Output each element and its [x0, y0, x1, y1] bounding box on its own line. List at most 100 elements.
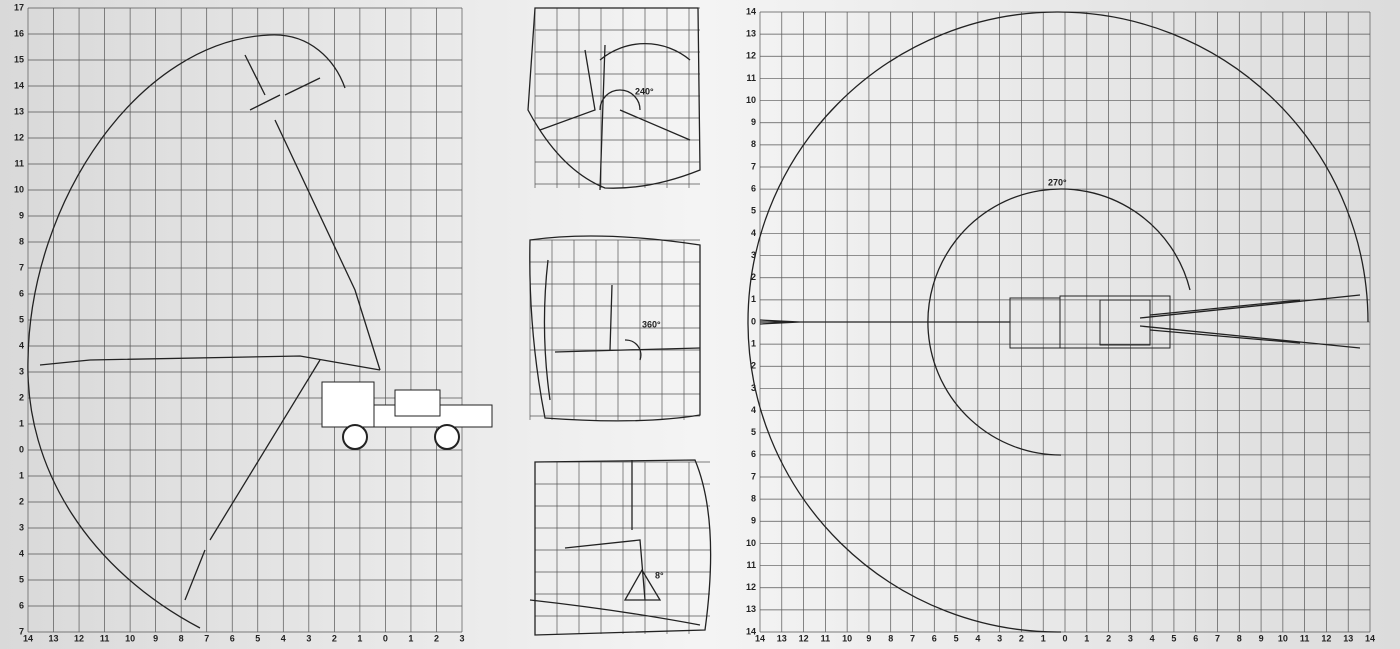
- y-label: 0: [751, 316, 756, 326]
- y-label: 7: [751, 471, 756, 481]
- x-label: 4: [975, 633, 980, 643]
- y-label: 2: [19, 496, 24, 506]
- y-label: 13: [746, 29, 756, 39]
- y-label: 9: [751, 516, 756, 526]
- y-label: 6: [19, 600, 24, 610]
- angle-label: 8°: [655, 570, 664, 580]
- y-label: 9: [19, 210, 24, 220]
- x-label: 8: [1237, 633, 1242, 643]
- y-label: 3: [19, 366, 24, 376]
- y-label: 8: [19, 236, 24, 246]
- insets: 240° 360° 8°: [528, 8, 711, 635]
- x-label: 1: [357, 633, 362, 643]
- y-label: 3: [19, 522, 24, 532]
- x-label: 4: [281, 633, 286, 643]
- x-label: 2: [434, 633, 439, 643]
- y-label: 1: [19, 470, 24, 480]
- x-label: 7: [910, 633, 915, 643]
- side-view-drawing: [28, 35, 492, 628]
- x-label: 13: [777, 633, 787, 643]
- y-label: 10: [14, 184, 24, 194]
- y-label: 12: [14, 132, 24, 142]
- y-label: 11: [14, 158, 24, 168]
- x-label: 2: [1106, 633, 1111, 643]
- y-label: 5: [19, 314, 24, 324]
- y-label: 6: [19, 288, 24, 298]
- y-label: 5: [751, 427, 756, 437]
- x-label: 3: [1128, 633, 1133, 643]
- page: 1716151413121110987654321012345671413121…: [0, 0, 1400, 644]
- x-label: 6: [1193, 633, 1198, 643]
- x-label: 10: [125, 633, 135, 643]
- y-label: 10: [746, 538, 756, 548]
- x-label: 1: [1041, 633, 1046, 643]
- y-label: 11: [746, 560, 756, 570]
- y-label: 13: [14, 106, 24, 116]
- x-label: 0: [383, 633, 388, 643]
- y-label: 6: [751, 449, 756, 459]
- x-label: 9: [1259, 633, 1264, 643]
- x-label: 11: [821, 633, 831, 643]
- x-label: 14: [1365, 633, 1375, 643]
- x-label: 7: [1215, 633, 1220, 643]
- x-label: 2: [1019, 633, 1024, 643]
- x-label: 7: [204, 633, 209, 643]
- x-label: 13: [1343, 633, 1353, 643]
- x-label: 3: [459, 633, 464, 643]
- x-label: 10: [1278, 633, 1288, 643]
- y-label: 1: [19, 418, 24, 428]
- y-label: 6: [751, 184, 756, 194]
- y-label: 17: [14, 2, 24, 12]
- x-label: 13: [49, 633, 59, 643]
- y-label: 4: [751, 405, 756, 415]
- angle-label: 270°: [1048, 177, 1067, 187]
- diagram: 1716151413121110987654321012345671413121…: [0, 0, 1400, 644]
- y-label: 0: [19, 444, 24, 454]
- x-label: 4: [1150, 633, 1155, 643]
- x-label: 12: [799, 633, 809, 643]
- x-label: 3: [997, 633, 1002, 643]
- y-label: 14: [14, 80, 24, 90]
- y-label: 1: [751, 339, 756, 349]
- x-label: 10: [842, 633, 852, 643]
- x-label: 5: [255, 633, 260, 643]
- x-label: 11: [1300, 633, 1310, 643]
- y-label: 10: [746, 95, 756, 105]
- angle-label: 240°: [635, 86, 654, 96]
- x-label: 5: [1171, 633, 1176, 643]
- angle-label: 360°: [642, 319, 661, 329]
- y-label: 9: [751, 117, 756, 127]
- y-label: 4: [19, 548, 24, 558]
- y-label: 12: [746, 51, 756, 61]
- x-label: 1: [1084, 633, 1089, 643]
- y-label: 11: [746, 73, 756, 83]
- y-label: 15: [14, 54, 24, 64]
- x-label: 5: [954, 633, 959, 643]
- x-label: 14: [23, 633, 33, 643]
- x-label: 6: [932, 633, 937, 643]
- x-label: 1: [408, 633, 413, 643]
- x-label: 9: [866, 633, 871, 643]
- x-label: 6: [230, 633, 235, 643]
- x-label: 9: [153, 633, 158, 643]
- y-label: 1: [751, 294, 756, 304]
- y-label: 12: [746, 582, 756, 592]
- y-label: 13: [746, 604, 756, 614]
- y-label: 5: [751, 206, 756, 216]
- x-label: 0: [1062, 633, 1067, 643]
- y-label: 7: [751, 161, 756, 171]
- y-label: 4: [751, 228, 756, 238]
- x-label: 2: [332, 633, 337, 643]
- y-label: 16: [14, 28, 24, 38]
- y-label: 14: [746, 6, 756, 16]
- y-label: 8: [751, 494, 756, 504]
- x-label: 8: [179, 633, 184, 643]
- y-label: 2: [19, 392, 24, 402]
- x-label: 12: [74, 633, 84, 643]
- x-label: 11: [100, 633, 110, 643]
- x-label: 3: [306, 633, 311, 643]
- y-label: 8: [751, 139, 756, 149]
- x-label: 8: [888, 633, 893, 643]
- y-label: 7: [19, 262, 24, 272]
